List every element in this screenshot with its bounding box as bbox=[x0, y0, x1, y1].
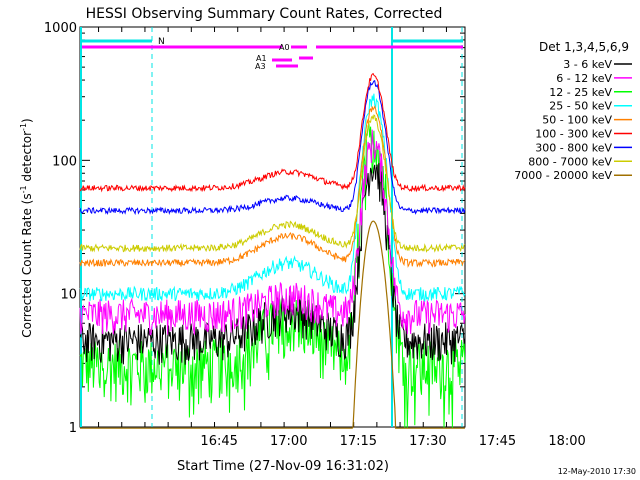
y-axis-label-main: Corrected Count Rate (s bbox=[20, 193, 34, 337]
legend-label: 3 - 6 keV bbox=[563, 58, 612, 71]
legend-label: 100 - 300 keV bbox=[535, 128, 612, 141]
x-axis-label: Start Time (27-Nov-09 16:31:02) bbox=[177, 459, 389, 474]
legend-label: 800 - 7000 keV bbox=[528, 155, 612, 168]
x-tick-label: 18:00 bbox=[548, 434, 585, 449]
attenuator-label: A1 bbox=[256, 54, 267, 63]
legend-label: 6 - 12 keV bbox=[556, 72, 612, 85]
timestamp-label: 12-May-2010 17:30 bbox=[558, 467, 636, 476]
series-line-2 bbox=[79, 123, 466, 429]
y-tick-label: 1 bbox=[69, 421, 77, 436]
y-tick-label: 100 bbox=[52, 154, 77, 169]
y-tick-label: 1000 bbox=[44, 21, 77, 36]
y-axis-label-sup2: -1 bbox=[19, 123, 28, 131]
x-tick-label: 17:30 bbox=[409, 434, 446, 449]
legend-label: 25 - 50 keV bbox=[549, 100, 612, 113]
legend-title: Det 1,3,4,5,6,9 bbox=[539, 40, 629, 54]
y-axis-label-mid: detector bbox=[20, 131, 34, 186]
attenuator-label: A0 bbox=[279, 43, 290, 52]
series-line-5 bbox=[79, 72, 466, 193]
x-tick-label: 17:15 bbox=[340, 434, 377, 449]
legend-label: 300 - 800 keV bbox=[535, 141, 612, 154]
series-line-3 bbox=[79, 93, 466, 303]
series-line-4 bbox=[79, 105, 466, 268]
series-line-6 bbox=[79, 80, 466, 216]
chart-title: HESSI Observing Summary Count Rates, Cor… bbox=[86, 6, 443, 22]
y-axis-label-sup1: -1 bbox=[19, 185, 28, 193]
y-tick-label: 10 bbox=[60, 288, 77, 303]
plot-area: 1 10 100 1000 16:45 17:00 17:15 17:30 17:45 18:00… bbox=[44, 21, 586, 449]
x-tick-label: 16:45 bbox=[200, 434, 237, 449]
y-axis-label: Corrected Count Rate (s-1 detector-1) bbox=[19, 118, 34, 337]
attenuator-label: A3 bbox=[255, 62, 266, 71]
series-line-1 bbox=[79, 129, 466, 336]
x-tick-label: 17:00 bbox=[270, 434, 307, 449]
series-line-8 bbox=[80, 220, 465, 429]
x-tick-label: 17:45 bbox=[479, 434, 516, 449]
y-axis-label-end: ) bbox=[20, 118, 34, 123]
legend-label: 7000 - 20000 keV bbox=[514, 169, 612, 182]
night-marker-label: N bbox=[158, 37, 165, 47]
series-line-7 bbox=[79, 114, 466, 253]
legend-label: 12 - 25 keV bbox=[549, 86, 612, 99]
legend-label: 50 - 100 keV bbox=[542, 114, 612, 127]
